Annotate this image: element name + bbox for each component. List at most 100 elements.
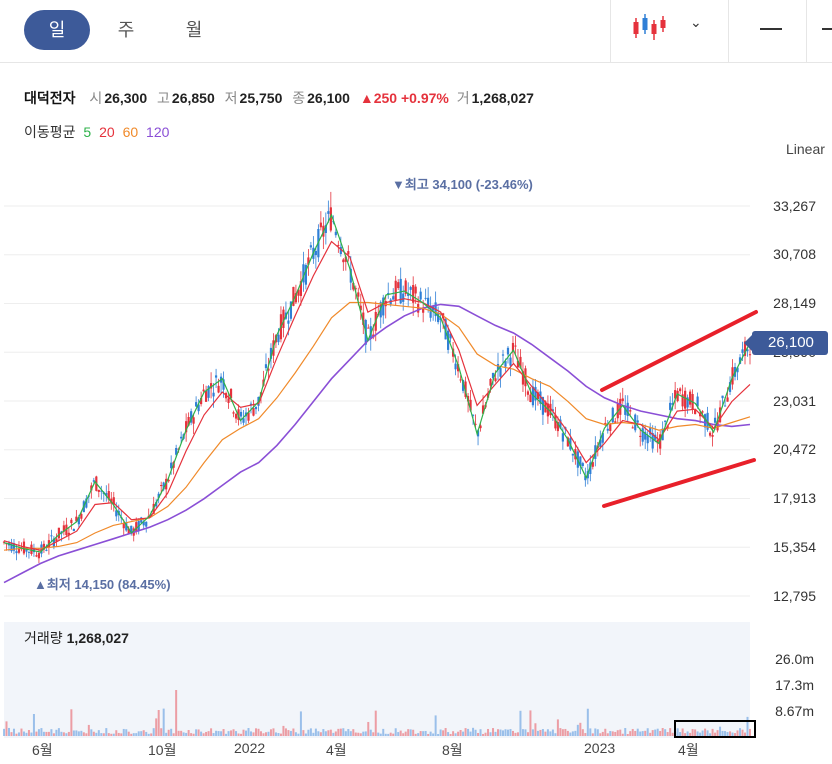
volume-bar — [102, 733, 105, 736]
scale-mode-toggle[interactable]: Linear — [786, 141, 825, 157]
open-value: 26,300 — [104, 90, 148, 106]
volume-bar — [417, 733, 420, 736]
volume-bar — [641, 731, 644, 736]
candle-body — [190, 411, 193, 423]
candle-body — [130, 525, 133, 533]
volume-bar — [47, 731, 50, 736]
candle-body — [399, 278, 402, 304]
line-tool-icon[interactable] — [760, 28, 782, 30]
moving-average-legend[interactable]: 이동평균 5 20 60 120 — [24, 122, 173, 142]
candle-body — [407, 293, 410, 296]
volume-bar — [122, 728, 125, 736]
volume-bar — [464, 728, 467, 736]
candle-body — [516, 360, 520, 368]
volume-bar — [462, 731, 465, 736]
volume-bar — [282, 725, 285, 736]
volume-bar — [721, 730, 724, 736]
candle-body — [187, 417, 190, 426]
candle-body — [15, 551, 18, 554]
candle-body — [392, 296, 395, 300]
chevron-down-icon[interactable]: ⌄ — [690, 14, 702, 30]
high-value: 26,850 — [171, 90, 215, 106]
volume-bar — [55, 729, 58, 736]
volume-bar — [729, 731, 732, 736]
stock-info-line: 대덕전자 시 26,300 고 26,850 저 25,750 종 26,100 ▲25… — [24, 88, 540, 108]
current-price-value: 26,100 — [768, 334, 814, 351]
volume-bar — [407, 729, 410, 736]
price-chart[interactable] — [0, 160, 832, 620]
volume-bar — [561, 729, 564, 736]
volume-bar — [452, 731, 455, 736]
volume-bar — [619, 729, 622, 736]
volume-bar — [584, 733, 587, 736]
volume-bar — [444, 728, 447, 736]
candle-body — [207, 386, 210, 398]
volume-bar — [130, 733, 133, 736]
volume-bar — [344, 731, 347, 736]
candle-body — [526, 391, 530, 395]
volume-bar — [232, 729, 235, 736]
volume-bar — [536, 730, 539, 736]
candle-body — [679, 388, 682, 392]
volume-bar — [142, 730, 145, 736]
volume-bar — [442, 730, 445, 736]
volume-bar — [207, 731, 210, 736]
volume-bar — [404, 731, 407, 736]
candle-body — [649, 427, 652, 435]
price-axis-label: 20,472 — [773, 441, 816, 457]
volume-bar — [115, 730, 118, 736]
volume-bar — [3, 728, 5, 736]
volume-bar — [711, 728, 714, 736]
volume-bar — [564, 728, 567, 736]
volume-axis-label: 26.0m — [775, 651, 814, 667]
candle-body — [748, 354, 752, 356]
volume-bar — [726, 732, 729, 736]
volume-bar — [314, 728, 317, 736]
candlestick-icon[interactable] — [632, 12, 666, 42]
volume-panel-bg — [4, 622, 750, 738]
candle-body — [112, 497, 115, 505]
candle-body — [242, 418, 245, 423]
price-axis-label: 17,913 — [773, 490, 816, 506]
tab-monthly[interactable]: 월 — [185, 20, 203, 40]
candle-body — [721, 395, 724, 399]
candle-body — [354, 288, 357, 290]
candle-body — [217, 385, 220, 393]
volume-bar — [242, 729, 245, 736]
volume-value: 1,268,027 — [471, 90, 534, 106]
volume-bar — [5, 721, 8, 736]
candle-body — [185, 421, 188, 433]
tab-weekly[interactable]: 주 — [117, 20, 135, 40]
volume-bar — [299, 711, 302, 736]
volume-bar — [596, 729, 599, 736]
volume-bar — [160, 728, 163, 736]
volume-bar — [492, 728, 495, 736]
volume-bar — [686, 731, 689, 736]
volume-bar — [247, 728, 250, 736]
price-axis-label: 30,708 — [773, 246, 816, 262]
volume-bar — [666, 732, 669, 736]
candle-body — [25, 548, 28, 552]
candle-body — [35, 555, 38, 557]
volume-bar — [699, 732, 702, 736]
candle-body — [696, 396, 699, 407]
volume-bar — [589, 728, 592, 736]
volume-bar — [519, 710, 522, 736]
candle-body — [50, 535, 53, 537]
volume-bar — [434, 715, 437, 736]
candle-body — [611, 407, 614, 423]
volume-chart[interactable] — [0, 620, 832, 740]
candle-body — [684, 390, 687, 409]
candle-body — [107, 490, 110, 500]
candle-body — [157, 493, 160, 498]
volume-bar — [35, 731, 38, 736]
tab-daily[interactable]: 일 — [24, 10, 90, 50]
volume-bar — [534, 723, 537, 736]
volume-bar — [599, 733, 602, 736]
line-tool-icon[interactable] — [822, 28, 832, 30]
volume-bar — [367, 721, 370, 736]
candle-body — [424, 297, 427, 299]
candle-body — [464, 381, 467, 397]
volume-bar — [50, 729, 53, 736]
volume-bar — [162, 708, 165, 736]
